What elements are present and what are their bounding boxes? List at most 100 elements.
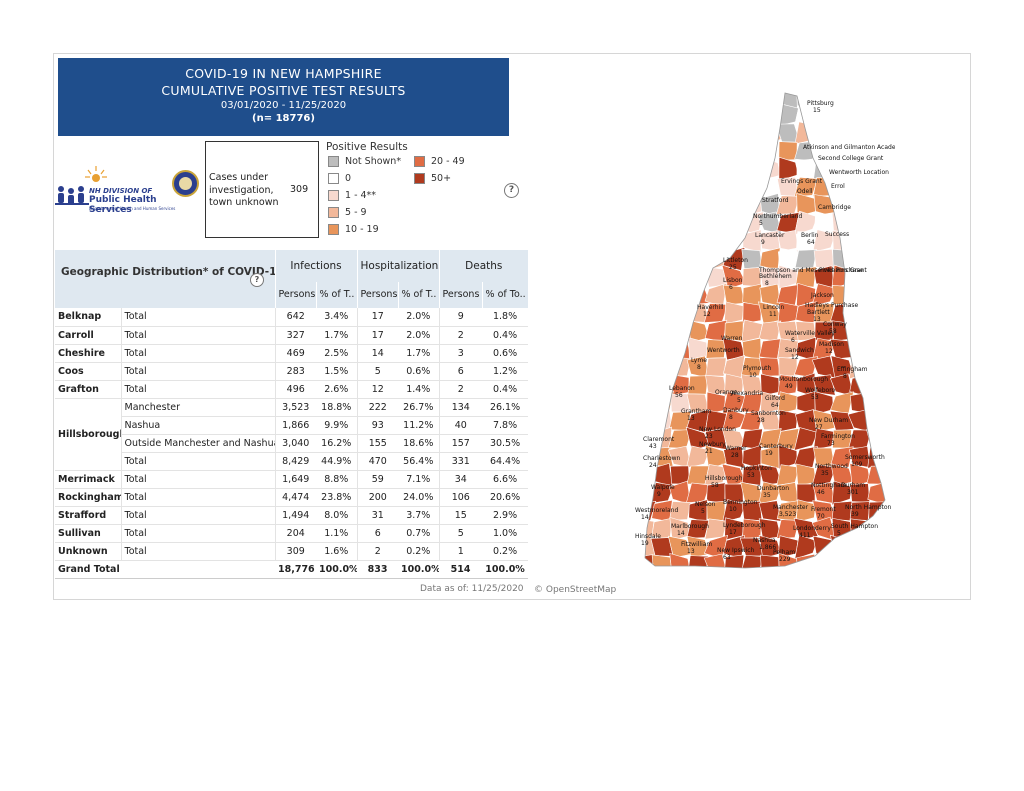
town-polygon[interactable] xyxy=(812,409,836,433)
town-polygon[interactable] xyxy=(635,88,654,109)
town-polygon[interactable] xyxy=(830,446,854,468)
town-polygon[interactable] xyxy=(776,519,800,539)
table-row[interactable]: Merrimack Total 1,649 8.8% 59 7.1% 34 6.6% xyxy=(55,470,529,489)
town-polygon[interactable] xyxy=(849,553,871,576)
town-polygon[interactable] xyxy=(886,286,895,304)
help-icon[interactable]: ? xyxy=(250,273,264,287)
town-polygon[interactable] xyxy=(829,122,855,144)
town-polygon[interactable] xyxy=(884,195,895,215)
town-polygon[interactable] xyxy=(866,283,889,307)
town-polygon[interactable] xyxy=(813,210,835,236)
town-polygon[interactable] xyxy=(829,554,855,575)
town-polygon[interactable] xyxy=(884,88,895,108)
town-polygon[interactable] xyxy=(705,229,727,253)
town-polygon[interactable] xyxy=(742,572,761,578)
town-polygon[interactable] xyxy=(866,465,889,485)
town-polygon[interactable] xyxy=(812,229,836,253)
osm-attribution[interactable]: © OpenStreetMap xyxy=(534,585,617,595)
town-polygon[interactable] xyxy=(867,210,888,236)
town-polygon[interactable] xyxy=(742,88,762,109)
town-polygon[interactable] xyxy=(686,230,710,252)
town-polygon[interactable] xyxy=(887,554,895,577)
town-polygon[interactable] xyxy=(849,391,871,415)
town-polygon[interactable] xyxy=(705,120,727,146)
town-polygon[interactable] xyxy=(868,373,887,397)
town-polygon[interactable] xyxy=(670,194,690,216)
town-polygon[interactable] xyxy=(777,391,799,415)
town-polygon[interactable] xyxy=(848,319,872,343)
town-polygon[interactable] xyxy=(687,88,709,109)
town-polygon[interactable] xyxy=(670,211,690,235)
town-polygon[interactable] xyxy=(722,139,746,163)
town-polygon[interactable] xyxy=(760,554,780,575)
town-polygon[interactable] xyxy=(884,483,895,503)
town-polygon[interactable] xyxy=(884,356,895,378)
table-row[interactable]: Hillsborough Manchester 3,523 18.8% 222 26.7%… xyxy=(55,398,529,471)
town-polygon[interactable] xyxy=(739,554,765,575)
town-polygon[interactable] xyxy=(649,174,675,200)
table-row[interactable]: Unknown Total 309 1.6% 2 0.2% 1 0.2% xyxy=(55,542,529,561)
town-polygon[interactable] xyxy=(635,338,654,360)
town-polygon[interactable] xyxy=(635,284,655,306)
town-polygon[interactable] xyxy=(686,519,710,539)
town-polygon[interactable] xyxy=(651,554,673,575)
town-polygon[interactable] xyxy=(884,212,895,234)
town-polygon[interactable] xyxy=(849,104,871,126)
town-polygon[interactable] xyxy=(635,554,654,576)
town-polygon[interactable] xyxy=(795,266,817,288)
town-polygon[interactable] xyxy=(723,373,745,397)
town-polygon[interactable] xyxy=(849,573,872,578)
town-polygon[interactable] xyxy=(635,156,656,182)
town-polygon[interactable] xyxy=(669,501,691,521)
town-polygon[interactable] xyxy=(704,139,728,163)
town-polygon[interactable] xyxy=(687,375,709,395)
town-polygon[interactable] xyxy=(740,357,764,377)
town-polygon[interactable] xyxy=(668,123,692,143)
town-polygon[interactable] xyxy=(812,374,836,396)
town-polygon[interactable] xyxy=(635,123,655,143)
town-polygon[interactable] xyxy=(867,337,888,361)
town-polygon[interactable] xyxy=(686,409,710,433)
table-row[interactable]: Coos Total 283 1.5% 5 0.6% 6 1.2% xyxy=(55,362,529,381)
town-polygon[interactable] xyxy=(884,445,895,469)
table-row[interactable]: Grafton Total 496 2.6% 12 1.4% 2 0.4% xyxy=(55,380,529,399)
town-polygon[interactable] xyxy=(885,319,895,342)
town-polygon[interactable] xyxy=(635,104,654,126)
town-polygon[interactable] xyxy=(868,266,888,288)
town-polygon[interactable] xyxy=(706,174,726,200)
town-polygon[interactable] xyxy=(813,427,835,451)
table-row[interactable]: Rockingham Total 4,474 23.8% 200 24.0% 106 20.6… xyxy=(55,488,529,507)
town-polygon[interactable] xyxy=(778,141,798,161)
town-polygon[interactable] xyxy=(669,283,691,307)
town-polygon[interactable] xyxy=(867,354,888,380)
town-polygon[interactable] xyxy=(652,104,672,126)
town-polygon[interactable] xyxy=(669,552,691,576)
town-polygon[interactable] xyxy=(723,105,745,125)
town-polygon[interactable] xyxy=(868,573,888,578)
town-polygon[interactable] xyxy=(651,285,673,305)
town-polygon[interactable] xyxy=(884,266,895,289)
town-polygon[interactable] xyxy=(725,573,743,578)
town-polygon[interactable] xyxy=(886,519,895,540)
town-polygon[interactable] xyxy=(723,157,745,181)
town-polygon[interactable] xyxy=(670,572,691,578)
town-polygon[interactable] xyxy=(868,192,887,218)
town-polygon[interactable] xyxy=(865,248,890,270)
town-polygon[interactable] xyxy=(635,266,655,288)
town-polygon[interactable] xyxy=(868,104,887,126)
town-polygon[interactable] xyxy=(866,537,889,557)
town-polygon[interactable] xyxy=(887,572,895,578)
town-polygon[interactable] xyxy=(670,177,690,197)
town-polygon[interactable] xyxy=(650,213,674,233)
table-row[interactable]: Strafford Total 1,494 8.0% 31 3.7% 15 2.9% xyxy=(55,506,529,525)
town-polygon[interactable] xyxy=(812,553,836,577)
town-polygon[interactable] xyxy=(795,499,817,523)
town-polygon[interactable] xyxy=(635,356,655,378)
town-polygon[interactable] xyxy=(885,247,895,270)
town-polygon[interactable] xyxy=(776,464,800,486)
town-polygon[interactable] xyxy=(776,320,800,342)
town-polygon[interactable] xyxy=(759,141,781,161)
town-polygon[interactable] xyxy=(706,193,726,217)
town-polygon[interactable] xyxy=(884,176,895,198)
town-polygon[interactable] xyxy=(706,572,726,578)
